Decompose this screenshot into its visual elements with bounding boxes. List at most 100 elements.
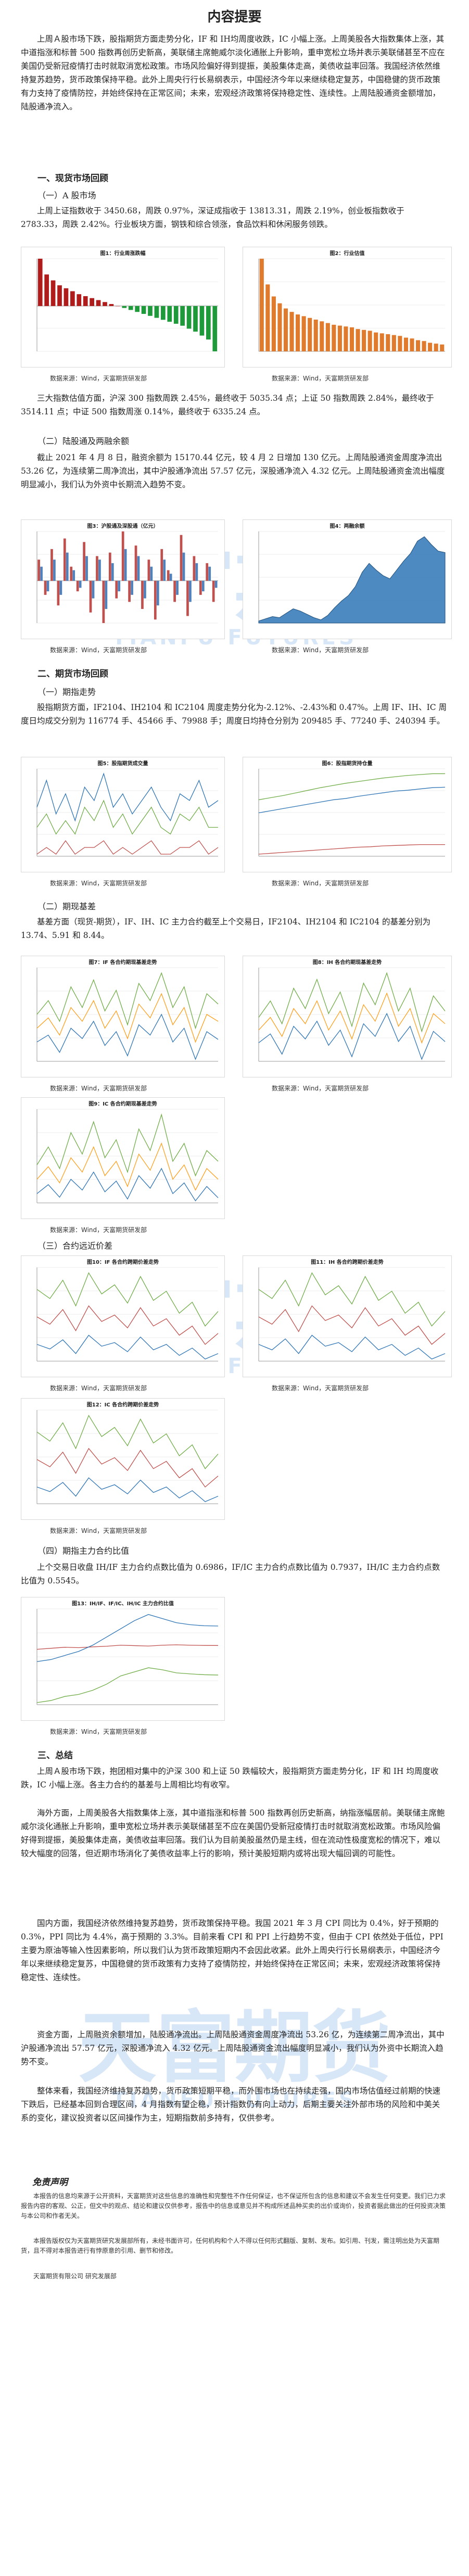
index-paragraph: 三大指数估值方面，沪深 300 指数周跌 2.45%，最终收于 5035.34 … [21, 394, 434, 416]
bar [212, 306, 218, 351]
source-note: 数据来源：Wind，天富期货研发部 [50, 880, 147, 887]
bar [391, 335, 396, 351]
source-note: 数据来源：Wind，天富期货研发部 [50, 1085, 147, 1092]
chart-title: 图10：IF 各合约跨期价差走势 [87, 1260, 159, 1265]
bar [362, 329, 366, 351]
bar [50, 549, 53, 581]
chart-figure-7: 图7：IF 各合约期现基差走势 [21, 956, 225, 1077]
bar [156, 580, 159, 606]
chart-title: 图8：IH 各合约期现基差走势 [312, 960, 382, 966]
chart-figure-13: 图13：IH/IF、IF/IC、IH/IC 主力合约比值 [21, 1597, 225, 1721]
chart-figure-3: 图3：沪股通及深股通（亿元） [21, 519, 225, 639]
disclaimer-title: 免责声明 [32, 2177, 68, 2188]
source-note: 数据来源：Wind，天富期货研发部 [272, 1385, 369, 1392]
chart-title: 图3：沪股通及深股通（亿元） [87, 524, 159, 529]
bar [428, 342, 433, 351]
bar [289, 312, 294, 351]
bar [173, 580, 176, 602]
summary-paragraph-3: 国内方面，我国经济依然维持复苏趋势，货币政策保持平稳。我国 2021 年 3 月… [21, 1919, 443, 1982]
bar [147, 560, 150, 581]
line-series [258, 992, 446, 1044]
chart-figure-9: 图9：IC 各合约期现基差走势 [21, 1097, 225, 1219]
line-series [36, 1644, 219, 1650]
bar [212, 580, 215, 602]
bar [199, 580, 202, 595]
bar [72, 570, 75, 581]
market-paragraph: 上周上证指数收于 3450.68，周跌 0.97%，深证成指收于 13813.3… [21, 206, 404, 229]
line-series [36, 1113, 219, 1177]
source-note: 数据来源：Wind，天富期货研发部 [50, 1226, 147, 1234]
chart-figure-10: 图10：IF 各合约跨期价差走势 [21, 1255, 225, 1377]
line-series [36, 800, 218, 835]
line-series [36, 1142, 219, 1191]
bar [199, 306, 205, 336]
bar [109, 304, 114, 306]
bar [374, 332, 378, 351]
bar [111, 563, 114, 581]
bar [37, 259, 43, 306]
bar [169, 574, 172, 581]
bar [332, 324, 336, 351]
bar [379, 333, 384, 351]
chart-title: 图7：IF 各合约期现基差走势 [88, 960, 157, 966]
line-series [36, 1448, 219, 1488]
bar [134, 545, 137, 581]
bar [186, 306, 192, 329]
summary-paragraph-5: 整体来看，我国经济维持复苏趋势，货币政策短期平稳，而外围市场也在持续走强，国内市… [21, 2086, 441, 2123]
bar [410, 338, 414, 351]
bar [349, 327, 354, 351]
line-series [258, 1272, 446, 1327]
chart-figure-1: 图1：行业周涨跌幅 [21, 247, 225, 367]
chart-title: 图13：IH/IF、IF/IC、IH/IC 主力合约比值 [72, 1601, 174, 1607]
line-chart [258, 967, 446, 1062]
bar [44, 580, 47, 595]
line-chart [258, 768, 446, 857]
line-chart [258, 1267, 446, 1362]
bar [128, 580, 131, 602]
line-chart [36, 768, 219, 857]
line-series [258, 1012, 446, 1060]
bar [59, 580, 62, 595]
bar [96, 300, 101, 306]
subsection-heading: （二）期现基差 [37, 902, 96, 911]
bar [154, 580, 157, 620]
bar [325, 323, 330, 351]
subsection-heading: （二）陆股通及两融余额 [37, 436, 130, 446]
bar [195, 563, 198, 581]
bar [50, 280, 56, 306]
bar [206, 563, 209, 581]
line-series [36, 1614, 219, 1662]
chart-title: 图2：行业估值 [329, 251, 365, 257]
bar [144, 580, 146, 599]
bar [148, 306, 153, 316]
bar [208, 566, 211, 581]
bar [150, 566, 153, 581]
bar [121, 531, 124, 581]
bar [57, 285, 62, 306]
bar [259, 259, 264, 351]
chart-title: 图1：行业周涨跌幅 [100, 251, 146, 257]
source-note: 数据来源：Wind，天富期货研发部 [50, 646, 147, 654]
bar [131, 580, 133, 595]
bar [103, 302, 107, 306]
section-heading: 二、期货市场回顾 [37, 669, 108, 679]
bar [186, 580, 189, 616]
bar [422, 341, 426, 351]
bar [128, 306, 133, 310]
bar [105, 580, 108, 609]
bar [37, 560, 40, 581]
chart-figure-2: 图2：行业估值 [243, 247, 452, 367]
bar [173, 306, 179, 324]
line-series [36, 993, 219, 1043]
summary-paragraph: 上周Ａ股市场下跌，股指期货方面走势分化，IF 和 IH均周度收跌，IC 小幅上涨… [21, 34, 445, 111]
bar [214, 580, 218, 588]
bar [89, 580, 92, 613]
bar [167, 306, 172, 322]
subsection-heading: （三）合约远近价差 [37, 1241, 113, 1251]
line-series [258, 1305, 446, 1345]
futures-paragraph: 股指期货方面，IF2104、IH2104 和 IC2104 周度走势分化为-2.… [21, 703, 447, 726]
chart-title: 图12：IC 各合约跨期价差走势 [86, 1402, 159, 1408]
bar [167, 570, 170, 581]
bar [403, 337, 408, 351]
